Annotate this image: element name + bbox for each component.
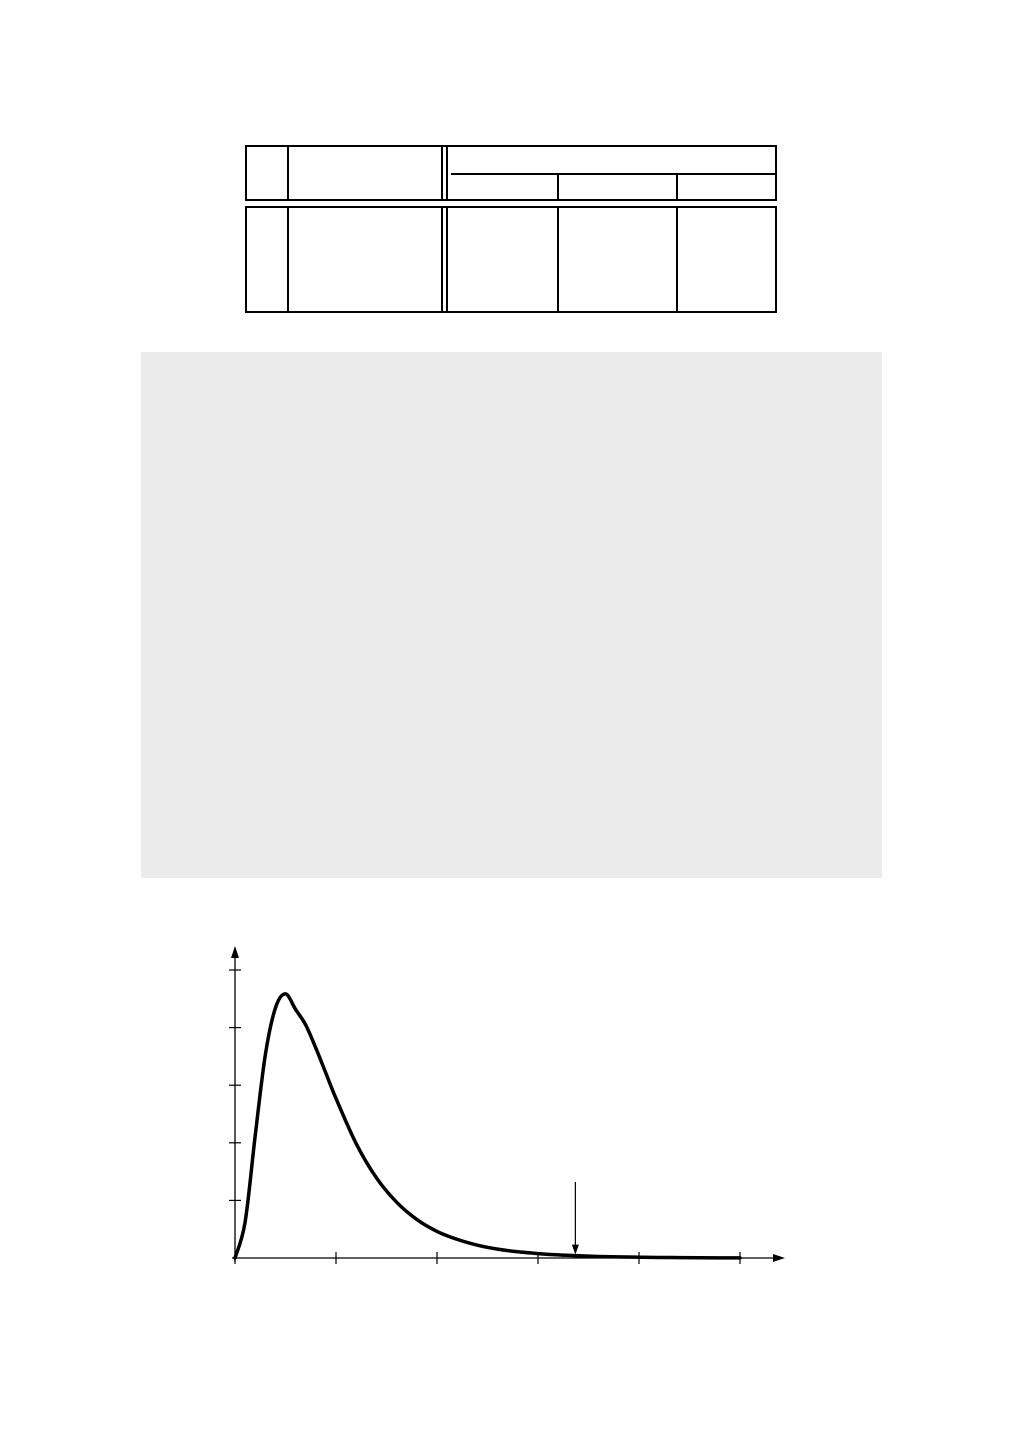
density-chart (229, 946, 785, 1264)
shaded-figure-panel (141, 352, 882, 878)
data-table (245, 145, 777, 313)
table-body (245, 206, 777, 313)
y-axis-arrowhead (231, 946, 239, 958)
annotation-arrow-head (571, 1244, 579, 1255)
density-curve (233, 992, 742, 1260)
x-axis-arrowhead (773, 1254, 785, 1262)
